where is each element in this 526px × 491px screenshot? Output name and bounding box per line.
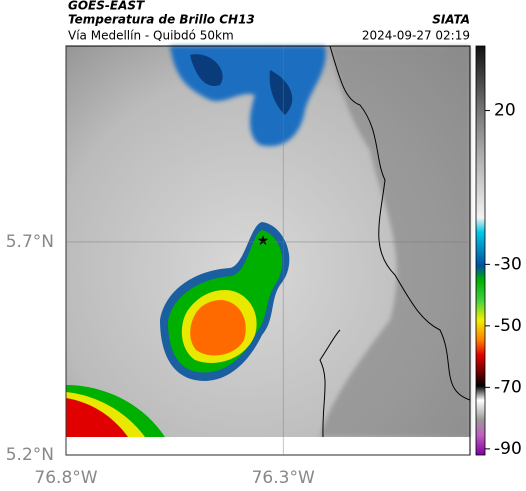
map-image: ★ <box>65 45 471 456</box>
colorbar-label: -70 <box>494 377 522 397</box>
colorbar-label: -30 <box>494 254 522 274</box>
timestamp: 2024-09-27 02:19 <box>362 29 470 43</box>
source: GOES-EAST <box>68 0 145 13</box>
brand: SIATA <box>432 13 470 27</box>
x-tick-label: 76.8°W <box>34 468 97 488</box>
colorbar-label: -50 <box>494 316 522 336</box>
svg-text:★: ★ <box>257 233 270 249</box>
colorbar-label: 20 <box>494 101 516 121</box>
x-tick-label: 76.3°W <box>252 468 315 488</box>
subtitle: Vía Medellín - Quibdó 50km <box>68 29 234 43</box>
colorbar <box>475 45 486 456</box>
y-tick-label: 5.2°N <box>6 445 54 465</box>
colorbar-label: -90 <box>494 439 522 459</box>
y-tick-label: 5.7°N <box>6 232 54 252</box>
title: Temperatura de Brillo CH13 <box>68 13 255 27</box>
